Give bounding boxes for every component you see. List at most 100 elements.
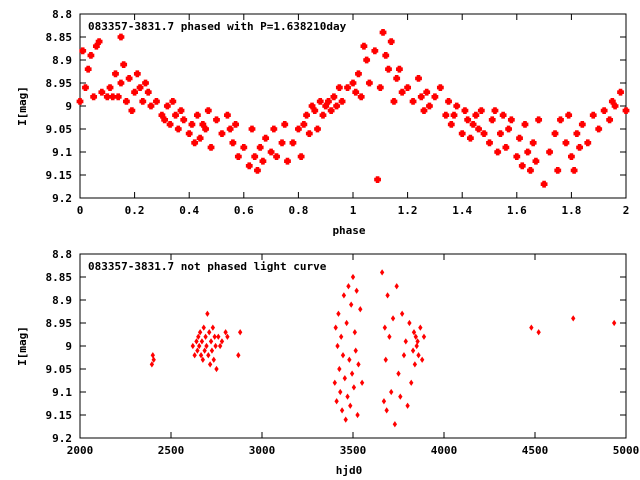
data-point	[431, 93, 439, 101]
data-point	[340, 352, 346, 359]
data-point	[278, 139, 286, 147]
data-point	[192, 352, 197, 359]
data-point	[202, 125, 209, 133]
data-point	[225, 333, 230, 340]
data-point	[201, 324, 206, 331]
data-point	[153, 98, 160, 105]
data-point	[494, 148, 502, 156]
data-point	[336, 310, 341, 317]
data-point	[206, 352, 211, 359]
data-point	[405, 402, 410, 409]
y-tick-label: 9.05	[46, 123, 73, 136]
x-tick-label: 1.8	[561, 204, 581, 217]
data-point	[195, 347, 200, 354]
data-point	[568, 153, 575, 160]
data-point	[214, 365, 219, 373]
data-point	[350, 273, 356, 281]
data-point	[554, 167, 562, 174]
data-point	[343, 416, 348, 423]
data-point	[151, 356, 156, 363]
data-point	[295, 125, 302, 133]
data-point	[410, 347, 416, 354]
data-point	[149, 361, 155, 368]
data-point	[379, 29, 387, 36]
data-point	[472, 111, 480, 119]
phased-light-curve-chart: 8.8 8.85 8.9 8.95 9 9.05 9.1 9.15 9.2 0 0.2 0.4 0.6…	[16, 8, 630, 237]
data-point	[376, 84, 384, 91]
data-point	[535, 116, 543, 124]
data-point	[232, 121, 240, 128]
data-point	[532, 157, 540, 165]
data-point	[576, 144, 583, 151]
data-point	[345, 393, 350, 400]
data-point	[540, 180, 548, 188]
data-point	[98, 88, 106, 96]
x-tick-label: 3000	[249, 444, 276, 457]
data-point	[123, 98, 130, 105]
data-point	[248, 125, 256, 133]
y-axis-label: I[mag]	[16, 86, 29, 126]
data-point	[565, 111, 573, 119]
data-point	[351, 384, 357, 391]
data-point	[84, 65, 92, 73]
data-point	[379, 269, 385, 276]
plot-frame	[79, 253, 627, 439]
data-point	[409, 379, 414, 386]
data-point	[284, 157, 291, 165]
y-tick-label: 9.15	[46, 169, 73, 182]
data-point	[190, 342, 196, 350]
data-point	[142, 79, 149, 87]
data-point	[133, 70, 141, 78]
data-point	[393, 75, 401, 82]
x-tick-label: 0.2	[125, 204, 145, 217]
data-point	[217, 342, 223, 350]
data-point	[325, 98, 332, 105]
data-point	[335, 84, 343, 91]
data-point	[150, 352, 155, 359]
data-point	[352, 88, 360, 96]
unphased-light-curve-chart: 8.8 8.85 8.9 8.95 9 9.05 9.1 9.15 9.2 2000 2500 30…	[16, 248, 639, 477]
data-point	[416, 352, 421, 359]
data-point	[551, 130, 559, 137]
data-point	[188, 121, 196, 128]
data-point	[267, 148, 275, 156]
data-point	[341, 292, 347, 299]
data-point	[385, 292, 390, 299]
data-point	[147, 102, 155, 110]
data-point	[426, 102, 433, 110]
data-point	[453, 102, 461, 110]
data-point	[197, 342, 202, 350]
data-point	[209, 347, 215, 354]
data-point	[236, 352, 241, 359]
data-point	[352, 329, 357, 336]
data-point	[356, 361, 361, 368]
data-point	[562, 139, 570, 147]
x-tick-label: 4500	[522, 444, 549, 457]
data-point	[322, 102, 330, 110]
data-point	[330, 93, 338, 101]
data-point	[436, 84, 444, 91]
data-point	[251, 153, 259, 160]
data-point	[180, 116, 188, 124]
data-point	[390, 315, 396, 322]
y-tick-label: 9.1	[52, 146, 72, 159]
data-point	[527, 167, 534, 174]
data-point	[529, 139, 537, 147]
data-point	[417, 93, 425, 101]
x-tick-label: 0.6	[234, 204, 254, 217]
x-tick-label: 1.6	[507, 204, 527, 217]
data-point	[144, 88, 152, 96]
data-point	[491, 107, 499, 114]
data-point	[358, 306, 363, 313]
y-tick-label: 8.8	[52, 8, 72, 21]
data-point	[421, 333, 427, 340]
data-point	[117, 33, 125, 41]
data-point	[177, 107, 185, 114]
data-point	[216, 333, 221, 340]
data-point	[486, 139, 493, 147]
data-point	[131, 88, 138, 96]
x-ticks: 2000 2500 3000 3500 4000 4500 5000	[67, 254, 639, 457]
data-point	[204, 342, 209, 350]
data-point	[415, 75, 422, 82]
x-tick-label: 1	[350, 204, 357, 217]
